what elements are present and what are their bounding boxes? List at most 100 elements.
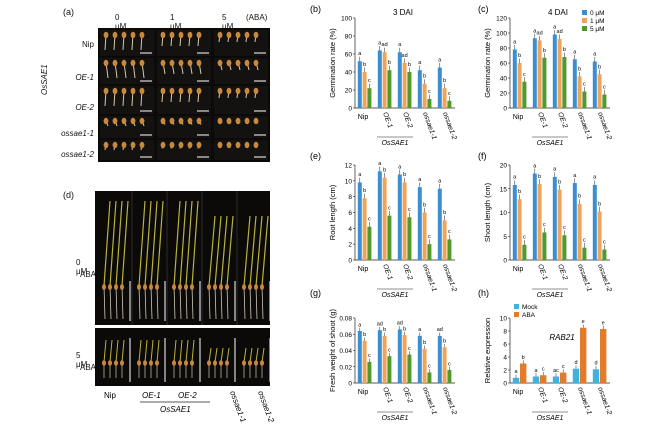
root — [185, 285, 188, 320]
bar-b-4-0 — [437, 67, 442, 108]
sig-letter: b — [522, 355, 525, 361]
bar-e-4-0 — [437, 188, 442, 260]
y-axis-label: Relative expression — [483, 318, 492, 383]
bar-b-0-0 — [357, 61, 362, 108]
seed — [103, 31, 109, 39]
y-tick-label: 8 — [503, 329, 507, 336]
bar-e-0-1 — [362, 198, 367, 260]
sig-letter: c — [563, 225, 566, 231]
root — [103, 285, 106, 320]
root — [144, 285, 147, 320]
sig-letter: b — [543, 48, 546, 54]
y-tick-label: 20 — [500, 91, 508, 98]
bar-b-3-1 — [422, 83, 427, 108]
y-tick-label: 0 — [348, 258, 352, 265]
seed — [178, 141, 184, 149]
seed — [190, 284, 194, 290]
sig-letter: b — [363, 62, 366, 68]
seed — [137, 284, 141, 290]
seed — [235, 87, 241, 95]
sig-letter: a — [533, 163, 537, 169]
y-tick-label: 10 — [345, 178, 353, 185]
y-tick-label: 80 — [500, 46, 508, 53]
bar-g-3-2 — [427, 372, 432, 383]
y-tick-label: 100 — [496, 31, 507, 38]
legend-label: Mock — [522, 304, 538, 311]
seed — [103, 141, 109, 149]
root — [249, 285, 252, 320]
sig-letter: ad — [537, 31, 543, 37]
seed — [226, 31, 232, 39]
group-label: OsSAE1 — [537, 415, 564, 422]
seed — [213, 284, 217, 290]
bar-b-3-2 — [427, 99, 432, 108]
bar-g-3-0 — [417, 335, 422, 383]
y-tick-label: 0.02 — [339, 364, 352, 371]
sig-letter: b — [423, 202, 426, 208]
y-tick-label: 2 — [503, 368, 507, 375]
seed — [226, 141, 232, 149]
shoot — [115, 339, 119, 363]
seed — [102, 284, 106, 290]
seed-cell — [214, 86, 268, 114]
x-tick-label: OE-2 — [556, 386, 568, 404]
seedlings-bottom — [102, 338, 271, 382]
sig-letter: c — [448, 91, 451, 97]
bar-e-2-0 — [397, 174, 402, 260]
y-tick-label: 100 — [341, 16, 352, 23]
seed — [196, 87, 202, 95]
shoot — [214, 215, 222, 287]
bar-c-0-1 — [517, 63, 522, 108]
bar-g-2-0 — [397, 329, 402, 383]
sig-letter: b — [518, 189, 521, 195]
y-tick-label: 20 — [345, 88, 353, 95]
seed — [121, 117, 127, 125]
sig-letter: b — [563, 47, 566, 53]
root — [226, 285, 229, 320]
sig-letter: b — [443, 78, 446, 84]
d-label-oe1: OE-1 — [142, 391, 161, 400]
root — [173, 285, 176, 320]
seed — [160, 141, 166, 149]
bar-f-4-1 — [597, 211, 602, 260]
sig-letter: a — [358, 172, 362, 178]
bar-h-3-1 — [580, 327, 587, 383]
bar-g-0-1 — [362, 340, 367, 383]
bar-e-1-1 — [382, 177, 387, 260]
shoot — [121, 339, 125, 363]
seed — [260, 360, 264, 366]
shoot — [220, 347, 224, 363]
seed — [103, 87, 109, 95]
seed — [248, 284, 252, 290]
seed — [235, 141, 241, 149]
chart-title: 4 DAI — [548, 8, 568, 17]
bar-b-1-0 — [377, 50, 382, 108]
seed — [187, 117, 193, 125]
seed — [103, 117, 109, 125]
shoot — [144, 339, 148, 363]
shoot — [156, 200, 164, 287]
sig-letter: a — [593, 52, 597, 58]
col-label-0: 0 μM — [115, 13, 127, 31]
seed — [121, 141, 127, 149]
bar-b-2-1 — [402, 63, 407, 108]
sig-letter: a — [593, 175, 597, 181]
seed — [178, 87, 184, 95]
root — [214, 285, 217, 320]
sig-letter: b — [383, 167, 386, 173]
bar-f-4-0 — [592, 184, 597, 260]
seed — [178, 284, 182, 290]
seedling-photo-5uM — [95, 328, 271, 386]
row-label-oe1: OE-1 — [75, 73, 94, 82]
y-tick-label: 6 — [503, 342, 507, 349]
shoot — [138, 200, 146, 287]
bar-c-4-0 — [592, 61, 597, 108]
sig-letter: a — [418, 60, 422, 66]
y-tick-label: 5 — [503, 234, 507, 241]
seed — [184, 284, 188, 290]
row-label-oe2: OE-2 — [75, 103, 94, 112]
sig-letter: c — [368, 217, 371, 223]
seed — [225, 284, 229, 290]
